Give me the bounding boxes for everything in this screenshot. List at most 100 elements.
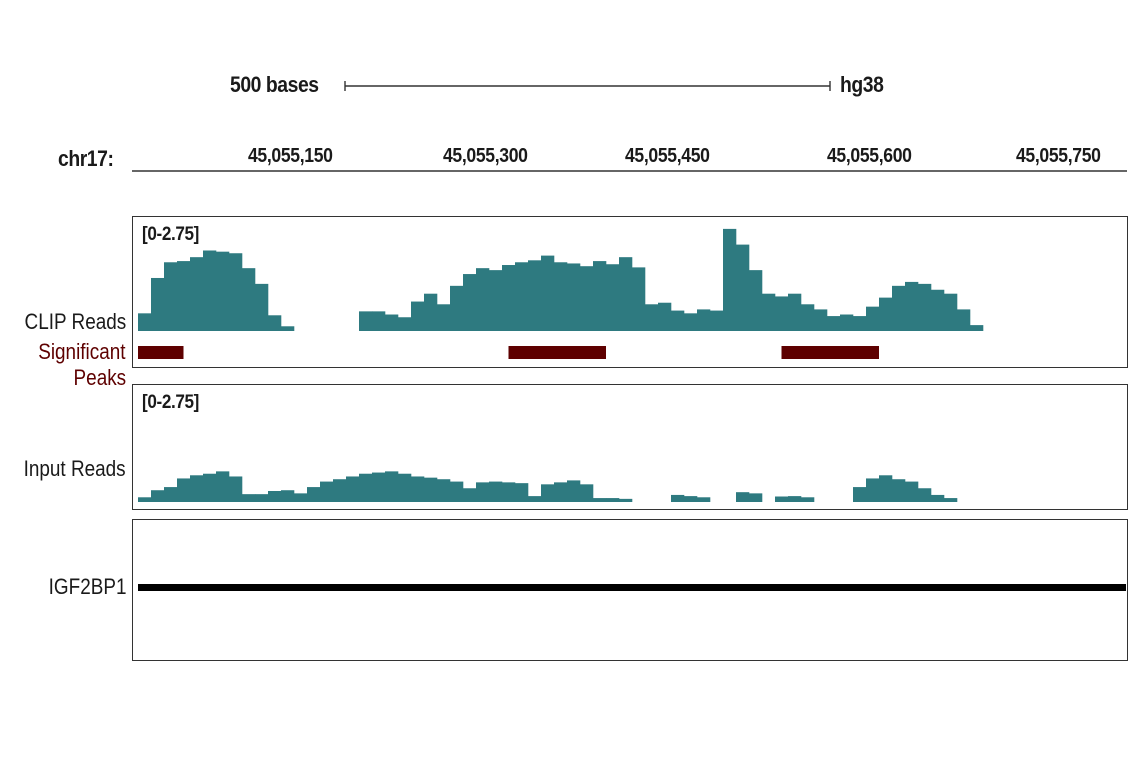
input-coverage-bar <box>489 481 503 502</box>
input-coverage-bar <box>281 490 295 502</box>
input-track-panel <box>132 384 1128 510</box>
clip-track-label: CLIP Reads <box>24 309 126 334</box>
input-coverage-bar <box>476 482 490 502</box>
input-coverage-bar <box>528 496 542 502</box>
gene-model <box>138 584 1126 591</box>
clip-coverage-bar <box>424 293 438 331</box>
input-coverage-bar <box>905 481 919 502</box>
input-coverage-bar <box>619 498 633 502</box>
clip-coverage-bar <box>853 316 867 331</box>
clip-coverage-bar <box>567 263 581 331</box>
clip-coverage-bar <box>164 262 178 331</box>
gene-body-line <box>138 584 1126 591</box>
clip-coverage-bar <box>931 289 945 331</box>
clip-coverage-bar <box>944 293 958 331</box>
significant-peak <box>138 346 184 359</box>
clip-coverage-bar <box>359 311 373 331</box>
clip-coverage-bar <box>697 309 711 331</box>
input-coverage-bar <box>229 476 243 502</box>
input-coverage-bar <box>398 473 412 502</box>
clip-coverage-bar <box>801 304 815 331</box>
input-coverage-bar <box>307 487 321 502</box>
input-coverage-bar <box>463 488 477 502</box>
clip-coverage-bar <box>190 257 204 331</box>
input-coverage-bar <box>788 496 802 502</box>
clip-coverage-bar <box>814 309 828 331</box>
clip-coverage-bar <box>840 314 854 331</box>
clip-coverage-bar <box>645 304 659 331</box>
input-coverage-bar <box>892 479 906 502</box>
scale-bar-label: 500 bases <box>230 72 319 97</box>
input-coverage-bar <box>515 483 529 502</box>
clip-coverage-bar <box>905 281 919 331</box>
input-coverage-bar <box>359 473 373 502</box>
clip-coverage-bar <box>762 293 776 331</box>
clip-range-label: [0-2.75] <box>142 224 199 245</box>
clip-coverage-bar <box>177 261 191 331</box>
clip-coverage-bar <box>671 310 685 331</box>
clip-coverage-bar <box>151 277 165 331</box>
peaks-track-label: Significant <box>38 339 126 364</box>
clip-coverage-bar <box>268 315 282 331</box>
input-coverage-bar <box>437 479 451 502</box>
gene-track-label: IGF2BP1 <box>48 574 126 599</box>
ruler-tick-label: 45,055,750 <box>1016 145 1101 167</box>
input-coverage-bar <box>606 498 620 502</box>
clip-coverage-bar <box>619 257 633 331</box>
input-coverage-bar <box>424 477 438 502</box>
clip-coverage-bar <box>203 250 217 331</box>
clip-coverage-bar <box>411 301 425 331</box>
clip-coverage-bar <box>892 285 906 331</box>
input-coverage-bar <box>944 498 958 502</box>
clip-coverage-bar <box>281 326 295 331</box>
clip-coverage-bar <box>541 255 555 331</box>
input-coverage-bar <box>879 475 893 502</box>
assembly-label: hg38 <box>840 72 884 97</box>
clip-coverage-bar <box>242 268 256 331</box>
clip-coverage-series <box>138 228 984 331</box>
clip-coverage-bar <box>593 261 607 331</box>
clip-coverage-bar <box>385 314 399 331</box>
input-coverage-bar <box>502 482 516 502</box>
input-coverage-bar <box>372 472 386 502</box>
ruler-tick-label: 45,055,150 <box>248 145 333 167</box>
input-coverage-bar <box>853 487 867 502</box>
input-coverage-bar <box>242 494 256 502</box>
significant-peak <box>781 346 879 359</box>
clip-coverage-bar <box>450 285 464 331</box>
clip-coverage-bar <box>398 317 412 331</box>
input-coverage-bar <box>775 496 789 502</box>
ruler-tick-label: 45,055,600 <box>827 145 912 167</box>
input-coverage-bar <box>333 479 347 502</box>
clip-coverage-bar <box>216 251 230 331</box>
clip-coverage-bar <box>970 325 984 331</box>
input-coverage-bar <box>346 476 360 502</box>
input-coverage-bar <box>567 480 581 502</box>
clip-coverage-bar <box>866 306 880 331</box>
clip-coverage-bar <box>502 265 516 331</box>
input-coverage-bar <box>151 490 165 502</box>
peaks-track-label-2: Peaks <box>73 365 126 390</box>
clip-coverage-bar <box>229 253 243 331</box>
input-coverage-bar <box>255 494 269 502</box>
input-coverage-bar <box>203 473 217 502</box>
input-coverage-bar <box>671 494 685 502</box>
input-coverage-bar <box>164 487 178 502</box>
clip-coverage-bar <box>632 267 646 331</box>
input-coverage-bar <box>216 471 230 502</box>
significant-peaks-series <box>138 346 879 359</box>
input-coverage-bar <box>866 478 880 502</box>
clip-coverage-bar <box>580 266 594 331</box>
input-coverage-bar <box>450 481 464 502</box>
clip-coverage-bar <box>827 316 841 331</box>
ruler-tick-label: 45,055,450 <box>625 145 710 167</box>
clip-coverage-bar <box>879 297 893 331</box>
input-coverage-bar <box>697 497 711 502</box>
clip-coverage-bar <box>372 311 386 331</box>
input-track-label: Input Reads <box>23 456 126 481</box>
input-coverage-bar <box>268 491 282 502</box>
clip-coverage-bar <box>788 293 802 331</box>
clip-coverage-bar <box>528 260 542 331</box>
input-coverage-bar <box>931 494 945 502</box>
